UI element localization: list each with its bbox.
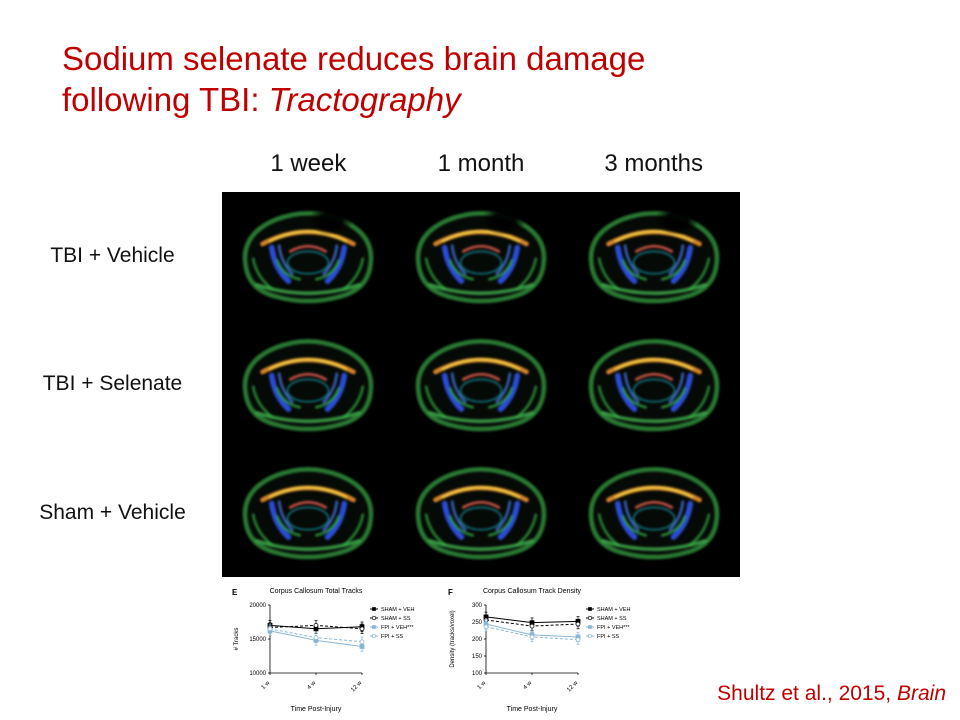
- svg-text:250: 250: [472, 620, 483, 626]
- svg-text:12 w: 12 w: [350, 680, 364, 694]
- citation: Shultz et al., 2015, Brain: [717, 682, 946, 706]
- svg-text:F: F: [448, 588, 453, 597]
- svg-text:20000: 20000: [249, 603, 266, 609]
- brain-image-tbi-selenate-1week: [222, 320, 395, 448]
- total-tracks-chart: E Corpus Callosum Total Tracks 10000 15000 2…: [232, 588, 414, 713]
- row-labels: TBI + Vehicle TBI + Selenate Sham + Vehi…: [10, 192, 215, 577]
- svg-text:4 w: 4 w: [307, 680, 318, 691]
- svg-text:Time Post-Injury: Time Post-Injury: [507, 706, 558, 713]
- column-header-1-month: 1 month: [437, 150, 525, 177]
- svg-text:FPI + SS: FPI + SS: [381, 634, 403, 640]
- brain-image-tbi-selenate-1month: [395, 320, 568, 448]
- brain-image-tbi-vehicle-1week: [222, 192, 395, 320]
- slide-title-line2-italic: Tractography: [268, 81, 461, 119]
- slide-title-line2: following TBI: Tractography: [62, 79, 842, 120]
- summary-charts: E Corpus Callosum Total Tracks 10000 15000 2…: [228, 583, 668, 717]
- svg-text:300: 300: [472, 603, 483, 609]
- slide-title-line1: Sodium selenate reduces brain damage: [62, 40, 646, 77]
- svg-text:SHAM + VEH: SHAM + VEH: [381, 607, 414, 613]
- svg-text:E: E: [232, 588, 238, 597]
- svg-text:10000: 10000: [249, 671, 266, 677]
- svg-text:Corpus Callosum Total Tracks: Corpus Callosum Total Tracks: [270, 588, 363, 595]
- citation-text: Shultz et al., 2015,: [717, 682, 897, 705]
- svg-text:200: 200: [472, 637, 483, 643]
- track-density-chart: F Corpus Callosum Track Density 100 150 200 2…: [448, 588, 630, 713]
- brain-image-sham-vehicle-3months: [567, 449, 740, 577]
- column-header-3-months: 3 months: [604, 150, 704, 177]
- row-label-tbi-selenate: TBI + Selenate: [42, 372, 183, 396]
- svg-text:4 w: 4 w: [523, 680, 534, 691]
- svg-text:FPI + SS: FPI + SS: [597, 634, 619, 640]
- citation-source: Brain: [896, 682, 946, 705]
- brain-image-tbi-vehicle-3months: [567, 192, 740, 320]
- brain-image-tbi-selenate-3months: [567, 320, 740, 448]
- svg-text:Density (tracks/voxel): Density (tracks/voxel): [450, 610, 456, 667]
- svg-text:Time Post-Injury: Time Post-Injury: [291, 706, 342, 713]
- row-label-tbi-vehicle: TBI + Vehicle: [50, 244, 175, 268]
- column-headers: 1 week 1 month 3 months: [222, 150, 740, 178]
- slide-title: Sodium selenate reduces brain damage fol…: [62, 38, 842, 121]
- svg-text:FPI + VEH***: FPI + VEH***: [597, 625, 630, 631]
- brain-image-sham-vehicle-1month: [395, 449, 568, 577]
- tractography-image-panel: [222, 192, 740, 577]
- slide-title-line2-text: following TBI:: [62, 81, 269, 119]
- svg-text:SHAM + VEH: SHAM + VEH: [597, 607, 630, 613]
- svg-text:12 w: 12 w: [566, 680, 580, 694]
- svg-text:1 w: 1 w: [477, 680, 488, 691]
- svg-text:SHAM + SS: SHAM + SS: [381, 616, 411, 622]
- brain-image-tbi-vehicle-1month: [395, 192, 568, 320]
- brain-image-sham-vehicle-1week: [222, 449, 395, 577]
- svg-text:100: 100: [472, 671, 483, 677]
- svg-text:SHAM + SS: SHAM + SS: [597, 616, 627, 622]
- svg-text:150: 150: [472, 654, 483, 660]
- svg-text:Corpus Callosum Track Density: Corpus Callosum Track Density: [483, 588, 582, 595]
- svg-text:FPI + VEH***: FPI + VEH***: [381, 625, 414, 631]
- svg-text:# Tracks: # Tracks: [234, 628, 240, 651]
- svg-text:1 w: 1 w: [261, 680, 272, 691]
- row-label-sham-vehicle: Sham + Vehicle: [39, 500, 186, 524]
- svg-text:15000: 15000: [249, 637, 266, 643]
- column-header-1-week: 1 week: [270, 150, 347, 177]
